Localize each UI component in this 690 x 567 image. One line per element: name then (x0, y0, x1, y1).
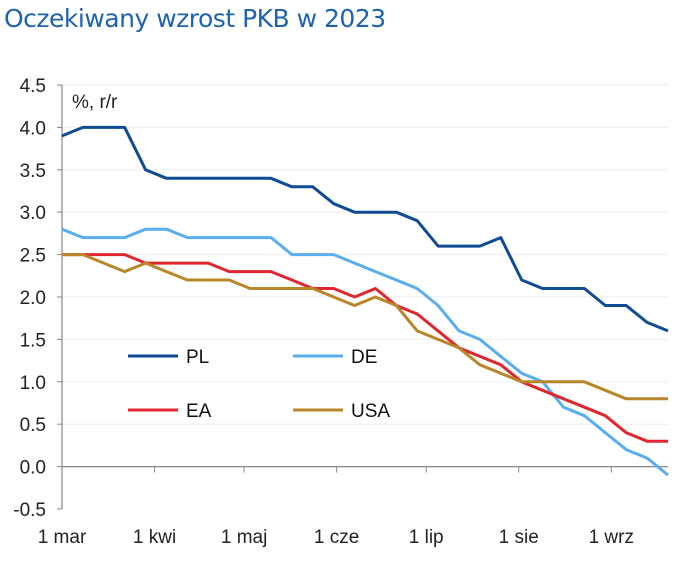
y-tick-label: 3.5 (20, 161, 46, 182)
legend-label-ea: EA (186, 401, 212, 422)
series-line-ea (62, 253, 668, 443)
x-tick-label: 1 kwi (133, 527, 176, 548)
x-tick-label: 1 cze (314, 527, 359, 548)
x-tick-label: 1 sie (499, 527, 539, 548)
y-tick-label: 2.5 (20, 246, 46, 267)
y-tick-label: -0.5 (13, 500, 46, 521)
y-tick-label: 1.5 (20, 330, 46, 351)
y-tick-label: 4.5 (20, 76, 46, 97)
y-tick-label: 1.0 (20, 373, 46, 394)
x-tick-label: 1 lip (409, 527, 444, 548)
chart-title: Oczekiwany wzrost PKB w 2023 (4, 4, 386, 33)
series-line-usa (62, 253, 668, 401)
series-line-de (61, 227, 669, 477)
y-tick-label: 4.0 (20, 118, 46, 139)
legend-label-de: DE (351, 347, 377, 368)
y-axis-label: %, r/r (72, 92, 118, 113)
y-tick-label: 3.0 (20, 203, 46, 224)
y-tick-label: 0.0 (20, 458, 46, 479)
x-tick-label: 1 maj (221, 527, 267, 548)
x-tick-label: 1 mar (38, 527, 87, 548)
legend-label-usa: USA (351, 401, 390, 422)
series-line-pl (61, 125, 669, 333)
y-tick-label: 2.0 (20, 288, 46, 309)
legend-label-pl: PL (186, 347, 209, 368)
y-tick-label: 0.5 (20, 415, 46, 436)
x-tick-label: 1 wrz (589, 527, 634, 548)
